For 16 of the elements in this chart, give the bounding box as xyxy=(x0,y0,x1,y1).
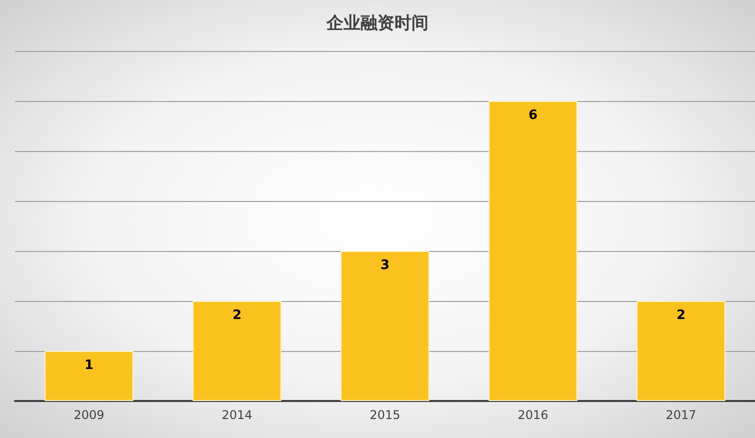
chart-title: 企业融资时间 xyxy=(326,14,428,34)
bar xyxy=(192,301,282,401)
data-label: 1 xyxy=(84,358,94,373)
bar xyxy=(636,301,726,401)
data-label: 2 xyxy=(232,308,242,323)
data-label: 6 xyxy=(528,108,538,123)
data-label: 3 xyxy=(380,258,390,273)
bar xyxy=(488,101,578,401)
data-label: 2 xyxy=(676,308,686,323)
bar xyxy=(44,351,134,401)
x-tick-label: 2015 xyxy=(370,408,400,422)
bar xyxy=(340,251,430,401)
x-tick-label: 2014 xyxy=(222,408,252,422)
x-tick-label: 2009 xyxy=(74,408,104,422)
x-tick-label: 2017 xyxy=(666,408,696,422)
x-tick-label: 2016 xyxy=(518,408,548,422)
